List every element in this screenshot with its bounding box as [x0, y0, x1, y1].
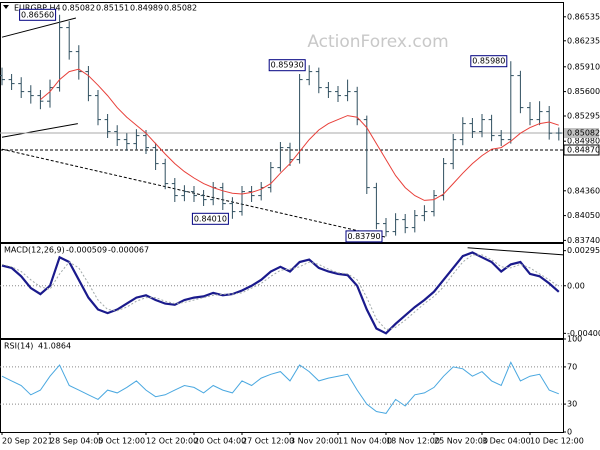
series-line [40, 68, 559, 201]
main-title: EURGBP,H4 [14, 4, 61, 13]
level-label-box [563, 144, 600, 156]
header-close: 0.85082 [164, 4, 197, 13]
trendline [467, 247, 564, 256]
series-line [1, 251, 560, 335]
annotation-box [191, 212, 229, 225]
panel-frame [0, 243, 564, 339]
trendline [1, 123, 78, 138]
y-tick-label: 0.83740 [567, 236, 600, 245]
x-tick-label: 27 Oct 12:00 [242, 437, 294, 446]
macd-title: MACD(12,26,9) [4, 246, 65, 255]
annotation-box [268, 59, 306, 72]
x-tick-label: 12 Oct 20:00 [146, 437, 198, 446]
header-open: 0.85082 [62, 4, 95, 13]
header-low: 0.84989 [130, 4, 163, 13]
y-tick-label: 0.86535 [567, 12, 600, 21]
y-tick-label: 70 [567, 362, 577, 371]
x-tick-label: 3 Nov 20:00 [290, 437, 339, 446]
annotation-label: 0.85930 [271, 61, 304, 70]
y-tick-label: 0.85295 [567, 112, 600, 121]
x-tick-label: 3 Dec 04:00 [482, 437, 531, 446]
y-tick-label: 0.85600 [567, 87, 600, 96]
current-price-label: 0.85082 [567, 129, 600, 138]
y-tick-label: 0.84360 [567, 186, 600, 195]
y-tick-label: 0.85910 [567, 62, 600, 71]
annotation-label: 0.83790 [347, 232, 380, 241]
rsi-value: 41.0864 [38, 342, 71, 351]
header-high: 0.85151 [96, 4, 129, 13]
watermark: ActionForex.com [307, 32, 448, 52]
series-line [1, 361, 559, 414]
menu-icon [3, 5, 9, 9]
x-tick-label: 25 Nov 20:00 [434, 437, 488, 446]
x-tick-label: 18 Nov 12:00 [386, 437, 440, 446]
trendline [1, 17, 77, 38]
y-tick-label: 0.84980 [567, 137, 600, 146]
current-price-box [564, 128, 599, 139]
annotation-box [470, 55, 508, 68]
annotation-label: 0.86560 [21, 10, 54, 19]
annotation-box [345, 230, 383, 243]
annotation-box [19, 8, 57, 21]
y-tick-label: 0 [567, 428, 572, 437]
y-tick-label: 30 [567, 400, 577, 409]
x-tick-label: 20 Oct 04:00 [194, 437, 246, 446]
x-tick-label: 28 Sep 04:00 [50, 437, 103, 446]
x-tick-label: 11 Nov 04:00 [338, 437, 392, 446]
y-tick-label: 0.86235 [567, 36, 600, 45]
panel-frame [0, 339, 564, 433]
y-tick-label: 0.002955 [567, 246, 600, 255]
macd-value: -0.000509 [66, 246, 107, 255]
y-tick-label: 100 [567, 335, 582, 344]
y-tick-label: -0.004009 [567, 329, 600, 338]
annotation-label: 0.84010 [194, 214, 227, 223]
x-tick-label: 10 Dec 12:00 [530, 437, 584, 446]
y-tick-label: 0.84050 [567, 211, 600, 220]
y-tick-label: 0.00 [567, 281, 585, 290]
x-tick-label: 20 Sep 2021 [2, 437, 53, 446]
signal-value: -0.000067 [108, 246, 149, 255]
panel-frame [0, 2, 564, 243]
rsi-title: RSI(14) [4, 342, 33, 351]
level-label: 0.84870 [567, 146, 600, 155]
x-tick-label: 5 Oct 12:00 [98, 437, 145, 446]
annotation-label: 0.85980 [472, 57, 505, 66]
